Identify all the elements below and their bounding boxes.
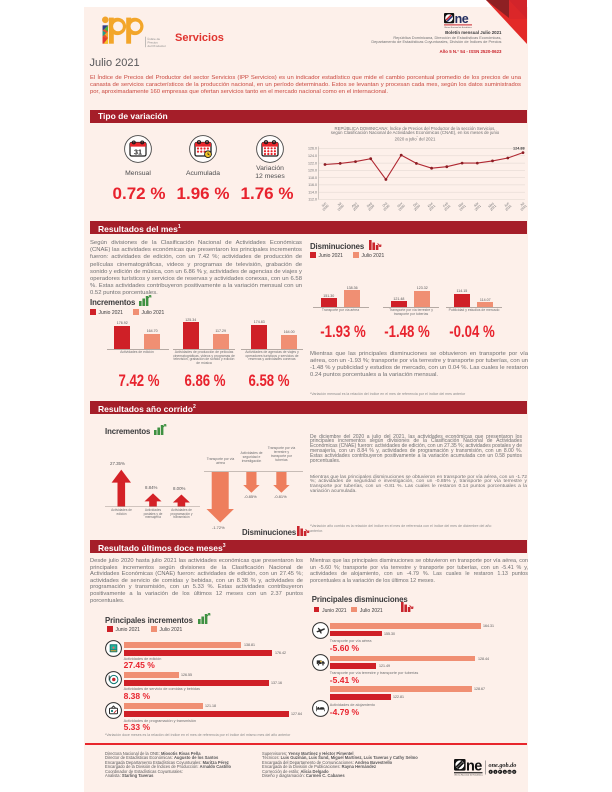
svg-text:Oct2020: Oct2020 [380, 201, 391, 212]
svg-text:one.gob.do: one.gob.do [489, 762, 517, 769]
svg-text:ᯤ: ᯤ [513, 771, 516, 774]
svg-text:112.0: 112.0 [308, 198, 317, 202]
svg-text:Mar2021: Mar2021 [456, 201, 467, 212]
svg-text:Feb2021: Feb2021 [441, 201, 452, 212]
svg-text:Nov2020: Nov2020 [395, 201, 406, 212]
svg-text:122.0: 122.0 [308, 161, 317, 165]
svg-text:124.88: 124.88 [513, 146, 525, 150]
svg-text:del Productor: del Productor [148, 44, 166, 48]
svg-text:126.0: 126.0 [308, 147, 317, 151]
svg-text:Ago2020: Ago2020 [350, 201, 361, 212]
svg-text:Dic2020: Dic2020 [411, 201, 422, 212]
svg-text:Oficina Nacional de Estadístic: Oficina Nacional de Estadística [444, 26, 473, 29]
svg-text:May2021: May2021 [487, 201, 498, 212]
svg-text:ne: ne [455, 12, 469, 26]
svg-text:Jul2021: Jul2021 [517, 201, 528, 212]
svg-text:124.0: 124.0 [308, 154, 317, 158]
svg-text:t: t [495, 770, 496, 774]
svg-text:Oficina Nacional de Estadístic: Oficina Nacional de Estadística [454, 774, 484, 777]
svg-text:Precios: Precios [148, 41, 159, 45]
svg-text:o: o [504, 771, 506, 774]
svg-text:Jul2020: Jul2020 [334, 201, 345, 212]
svg-text:Sep2020: Sep2020 [365, 201, 376, 212]
svg-text:f: f [490, 770, 491, 774]
svg-text:Jun2020: Jun2020 [319, 201, 330, 212]
svg-text:Jun2021: Jun2021 [502, 201, 513, 212]
svg-text:►: ► [499, 771, 502, 774]
svg-text:116.0: 116.0 [308, 183, 317, 187]
svg-text:ne: ne [466, 759, 482, 775]
svg-text:Ene2021: Ene2021 [426, 201, 437, 212]
svg-text:120.0: 120.0 [308, 169, 317, 173]
svg-text:in: in [508, 770, 511, 774]
svg-text:31: 31 [134, 147, 142, 156]
svg-text:Índice de: Índice de [148, 37, 161, 41]
svg-text:Abr2021: Abr2021 [471, 201, 482, 212]
svg-text:118.0: 118.0 [308, 176, 317, 180]
svg-text:114.0: 114.0 [308, 190, 317, 194]
